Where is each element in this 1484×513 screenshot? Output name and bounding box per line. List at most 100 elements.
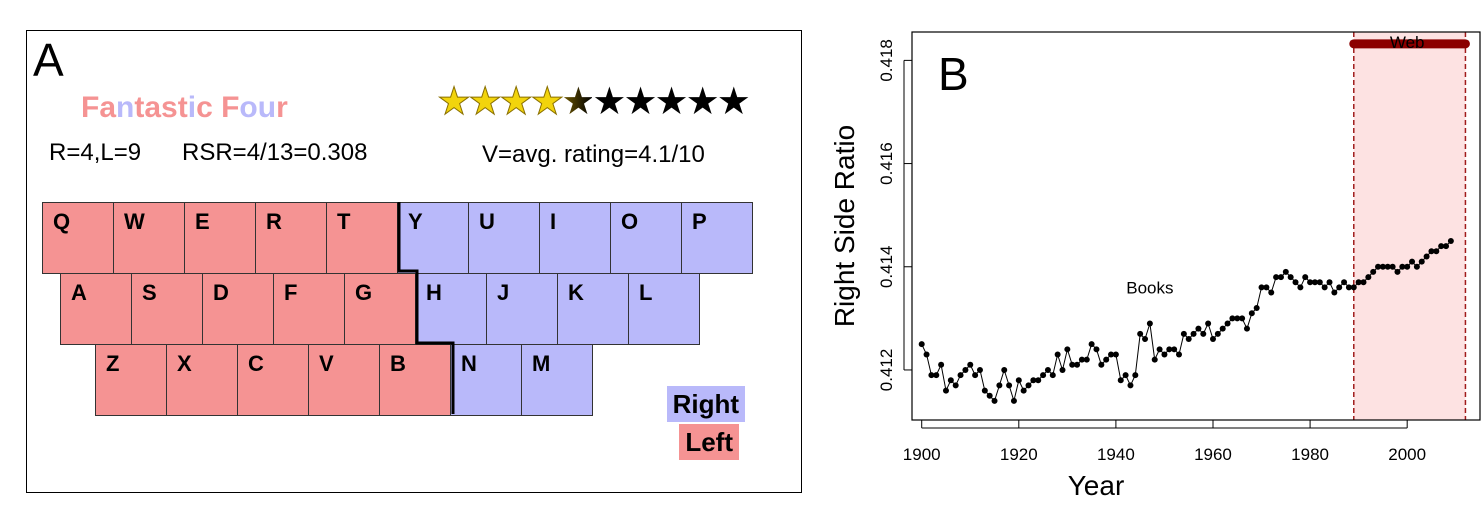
data-point <box>1316 279 1323 286</box>
data-point <box>1219 325 1226 332</box>
data-point <box>1006 382 1013 389</box>
movie-title: Fantastic Four <box>81 91 288 125</box>
key-t: T <box>326 202 398 274</box>
panel-a: A Fantastic Four R=4,L=9 RSR=4/13=0.308 … <box>26 30 802 493</box>
x-tick-label: 1940 <box>1097 445 1135 464</box>
data-point <box>1064 346 1071 353</box>
title-letter: o <box>239 91 258 124</box>
data-point <box>1059 366 1066 373</box>
key-g: G <box>344 273 416 345</box>
data-point <box>938 361 945 368</box>
data-point <box>996 382 1003 389</box>
data-point <box>1200 330 1207 337</box>
data-point <box>1069 361 1076 368</box>
data-point <box>1404 263 1411 270</box>
data-point <box>1127 382 1134 389</box>
data-point <box>1394 268 1401 275</box>
star-icon: ★ <box>685 81 720 123</box>
data-point <box>1190 330 1197 337</box>
data-point <box>1389 263 1396 270</box>
data-point <box>957 372 964 379</box>
star-icon: ★ <box>716 81 751 123</box>
data-point <box>1214 330 1221 337</box>
data-point <box>1413 263 1420 270</box>
data-point <box>933 372 940 379</box>
data-point <box>952 382 959 389</box>
title-letter: t <box>177 91 188 124</box>
y-tick-label: 0.416 <box>877 142 896 185</box>
data-point <box>1370 268 1377 275</box>
key-w: W <box>113 202 185 274</box>
data-point <box>1108 351 1115 358</box>
rating-stars: ★★★★★★★★★★ <box>436 81 751 123</box>
data-point <box>967 361 974 368</box>
title-letter: a <box>99 91 117 124</box>
key-z: Z <box>95 344 167 416</box>
star-icon: ★ <box>623 81 657 123</box>
data-point <box>1229 315 1236 322</box>
data-point <box>1054 351 1061 358</box>
data-point <box>1088 341 1095 348</box>
key-p: P <box>681 202 753 274</box>
key-d: D <box>202 273 274 345</box>
data-point <box>962 366 969 373</box>
data-point <box>1035 377 1042 384</box>
star-icon: ★ <box>592 81 626 123</box>
key-c: C <box>237 344 309 416</box>
data-point <box>1001 366 1008 373</box>
data-point <box>1156 346 1163 353</box>
data-point <box>1010 397 1017 404</box>
rl-count-text: R=4,L=9 <box>49 139 142 166</box>
data-point <box>1122 372 1129 379</box>
data-point <box>1302 274 1309 281</box>
panel-a-label: A <box>33 34 64 86</box>
data-point <box>947 377 954 384</box>
y-tick-label: 0.418 <box>877 39 896 82</box>
data-point <box>1239 315 1246 322</box>
data-point <box>1103 356 1110 363</box>
title-letter: u <box>257 91 277 124</box>
legend-right: Right <box>666 386 745 422</box>
annotation-books: Books <box>1126 278 1173 297</box>
star-icon: ★ <box>499 81 534 123</box>
x-tick-label: 1900 <box>903 445 941 464</box>
data-point <box>923 351 930 358</box>
key-b: B <box>379 344 451 416</box>
data-point <box>1258 284 1265 291</box>
data-point <box>1355 279 1362 286</box>
data-point <box>1180 330 1187 337</box>
title-letter <box>213 91 221 124</box>
data-point <box>1433 248 1440 255</box>
data-point <box>1326 279 1333 286</box>
data-point <box>1137 330 1144 337</box>
title-letter: c <box>196 91 213 124</box>
key-y: Y <box>397 202 469 274</box>
key-s: S <box>131 273 203 345</box>
data-point <box>1112 351 1119 358</box>
data-point <box>1418 258 1425 265</box>
data-point <box>1282 268 1289 275</box>
data-point <box>1093 346 1100 353</box>
data-point <box>1292 279 1299 286</box>
data-point <box>1078 356 1085 363</box>
key-f: F <box>273 273 345 345</box>
y-axis-label: Right Side Ratio <box>829 125 860 327</box>
star-icon: ★ <box>654 81 689 123</box>
rating-text: V=avg. rating=4.1/10 <box>482 141 705 168</box>
data-point <box>1224 320 1231 327</box>
data-point <box>991 397 998 404</box>
data-point <box>1151 356 1158 363</box>
key-o: O <box>610 202 682 274</box>
data-point <box>1268 289 1275 296</box>
y-tick-label: 0.414 <box>877 245 896 288</box>
x-axis-label: Year <box>1068 470 1125 501</box>
data-point <box>1341 279 1348 286</box>
data-point <box>1409 258 1416 265</box>
data-point <box>1438 243 1445 250</box>
data-point <box>1040 372 1047 379</box>
data-point <box>1049 372 1056 379</box>
data-point <box>972 372 979 379</box>
data-point <box>1336 284 1343 291</box>
data-point <box>1331 289 1338 296</box>
data-point <box>1195 325 1202 332</box>
